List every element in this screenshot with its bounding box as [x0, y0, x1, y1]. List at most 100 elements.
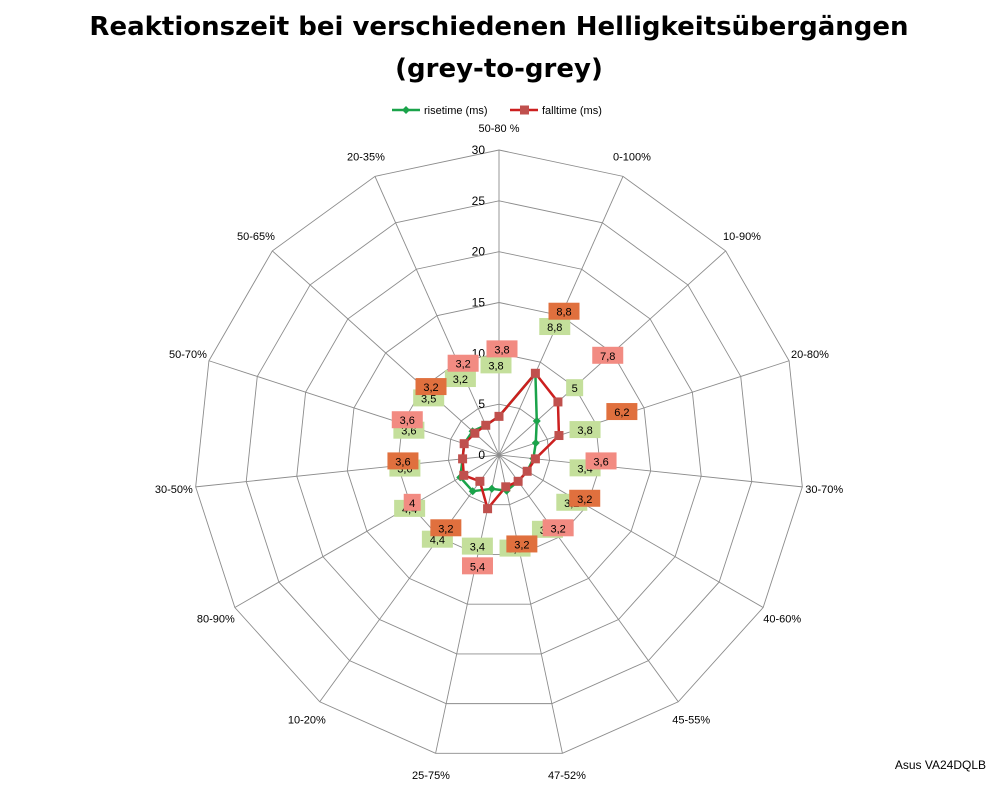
falltime-label-bg [447, 354, 479, 372]
falltime-point [459, 470, 469, 480]
falltime-label-bg [430, 519, 462, 537]
grid-spoke [234, 454, 500, 608]
grid-spoke [195, 454, 500, 488]
falltime-data-label: 3,2 [423, 382, 438, 394]
grid-spoke [208, 360, 500, 456]
falltime-point [470, 428, 480, 438]
falltime-label-bg [542, 519, 574, 537]
category-label: 30-70% [805, 484, 843, 496]
risetime-data-label: 3,6 [401, 426, 416, 438]
series-line-falltime [461, 372, 561, 510]
grid-spoke [498, 360, 790, 456]
falltime-data-label: 3,2 [551, 523, 566, 535]
risetime-point [531, 439, 540, 448]
falltime-data-label: 3,6 [593, 456, 608, 468]
grid-spoke [498, 454, 764, 608]
chart-title-line1: Reaktionszeit bei verschiedenen Helligke… [89, 12, 909, 42]
risetime-data-label: 8,8 [547, 322, 562, 334]
falltime-data-label: 5,4 [470, 561, 485, 573]
grid-spoke [498, 454, 679, 703]
falltime-data-label: 4 [409, 498, 415, 510]
falltime-label-bg [391, 411, 423, 429]
category-label: 47-52% [548, 770, 586, 782]
falltime-label-bg [415, 378, 447, 396]
category-label: 50-65% [237, 231, 275, 243]
chart-title-line2: (grey-to-grey) [395, 54, 603, 84]
risetime-label-bg [569, 421, 601, 439]
radial-tick-label: 25 [472, 194, 486, 208]
risetime-point [487, 484, 496, 493]
legend-marker [520, 105, 529, 115]
radial-tick-label: 5 [478, 397, 485, 411]
grid-ring [397, 352, 601, 555]
grid-spoke [272, 250, 500, 456]
falltime-label-bg [585, 452, 617, 470]
risetime-label-bg [461, 537, 493, 555]
falltime-data-label: 3,6 [395, 456, 410, 468]
grid-spoke [319, 454, 500, 703]
grid-ring [296, 251, 702, 655]
grid-ring [245, 200, 753, 705]
risetime-point [532, 416, 541, 425]
risetime-label-bg [566, 379, 584, 397]
falltime-data-label: 3,2 [455, 359, 470, 371]
risetime-data-label: 3,5 [421, 393, 436, 405]
risetime-data-label: 4,4 [430, 535, 445, 547]
series-line-risetime [459, 372, 539, 493]
falltime-point [494, 411, 504, 421]
radial-tick-label: 20 [472, 245, 486, 259]
category-label: 45-55% [672, 715, 710, 727]
falltime-point [475, 476, 485, 486]
legend-label: falltime (ms) [542, 105, 602, 117]
risetime-data-label: 3,8 [488, 360, 503, 372]
risetime-label-bg [444, 370, 476, 388]
risetime-label-bg [480, 356, 512, 374]
category-label: 10-20% [288, 715, 326, 727]
falltime-data-label: 3,6 [400, 415, 415, 427]
risetime-data-label: 5 [572, 383, 578, 395]
falltime-label-bg [403, 493, 421, 511]
legend-label: risetime (ms) [424, 105, 488, 117]
category-label: 80-90% [197, 614, 235, 626]
category-label: 20-35% [347, 151, 385, 163]
falltime-data-label: 3,8 [494, 344, 509, 356]
legend-marker [402, 106, 410, 114]
falltime-point [458, 454, 468, 464]
risetime-point [468, 487, 477, 496]
radial-tick-label: 30 [472, 143, 486, 157]
risetime-data-label: 3,2 [453, 374, 468, 386]
falltime-data-label: 8,8 [556, 307, 571, 319]
falltime-label-bg [486, 340, 518, 358]
falltime-point [553, 397, 563, 407]
falltime-label-bg [606, 403, 638, 421]
radial-tick-label: 0 [478, 448, 485, 462]
grid-spoke [498, 454, 803, 488]
falltime-label-bg [548, 302, 580, 320]
falltime-point [530, 454, 540, 464]
category-label: 50-70% [169, 349, 207, 361]
falltime-point [481, 420, 491, 430]
category-label: 20-80% [791, 349, 829, 361]
falltime-label-bg [461, 557, 493, 575]
falltime-point [530, 368, 540, 378]
falltime-point [522, 466, 532, 476]
category-label: 40-60% [763, 614, 801, 626]
falltime-point [554, 431, 564, 441]
grid-ring [346, 302, 652, 605]
category-label: 0-100% [613, 151, 651, 163]
category-label: 25-75% [412, 770, 450, 782]
risetime-data-label: 3,4 [470, 542, 485, 554]
falltime-label-bg [592, 346, 624, 364]
grid-spoke [374, 176, 500, 456]
falltime-point [501, 482, 511, 492]
category-label: 30-50% [155, 484, 193, 496]
falltime-label-bg [506, 535, 538, 553]
falltime-label-bg [387, 452, 419, 470]
falltime-label-bg [569, 489, 601, 507]
category-label: 10-90% [723, 231, 761, 243]
category-label: 50-80 % [479, 123, 520, 135]
risetime-data-label: 3,8 [577, 425, 592, 437]
falltime-data-label: 3,2 [438, 523, 453, 535]
falltime-data-label: 3,2 [514, 539, 529, 551]
